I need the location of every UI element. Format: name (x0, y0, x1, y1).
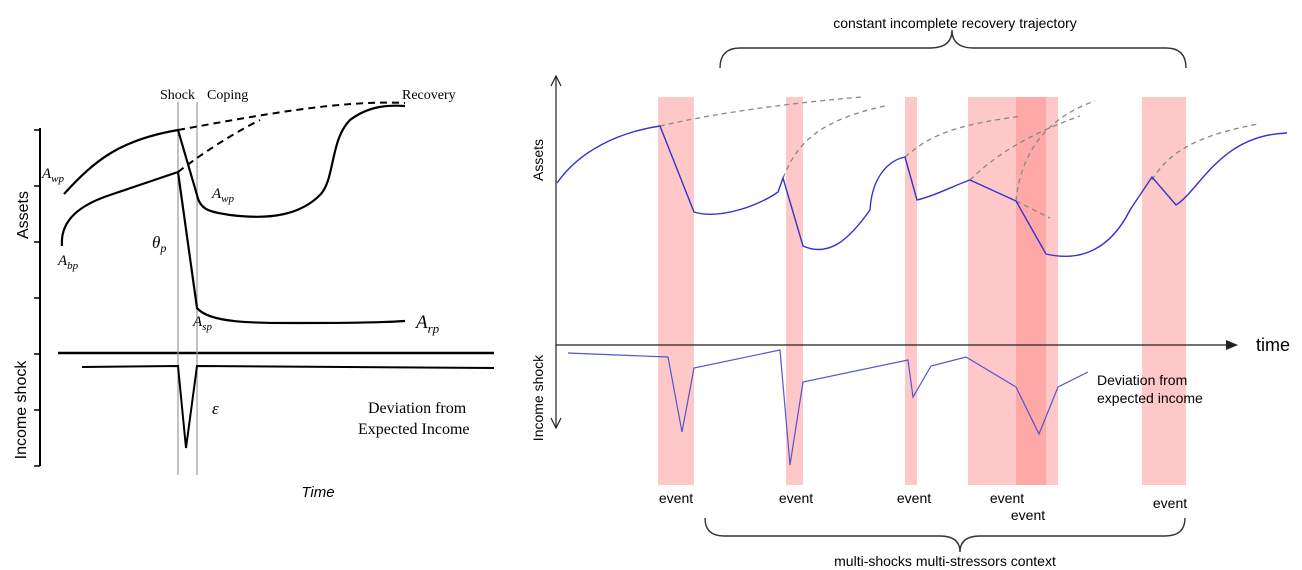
event-label-4: event (990, 490, 1024, 506)
right-income-curve (567, 349, 1089, 466)
bottom-brace-label: multi-shocks multi-stressors context (834, 553, 1056, 569)
upper-asset-curve (63, 128, 179, 195)
event-label-3: event (897, 490, 931, 506)
top-brace (719, 29, 1187, 69)
shock-label: Shock (160, 88, 195, 103)
lower-collapse-curve (176, 171, 406, 325)
left-income-note-2: Expected Income (358, 421, 470, 438)
event-label-2: event (779, 490, 813, 506)
right-time-label: time (1256, 335, 1290, 355)
coping-label: Coping (207, 88, 248, 103)
right-dashed-trends (659, 96, 1259, 219)
awp-left-label: Awp (41, 166, 65, 185)
left-y-ticks (34, 129, 40, 467)
right-y-arrow-up (550, 74, 562, 87)
event-band-overlap (1016, 97, 1046, 485)
event-band-5 (1142, 97, 1186, 485)
upper-dashed-trend (177, 101, 406, 131)
right-x-arrow (1226, 340, 1238, 350)
left-time-label: Time (301, 484, 334, 501)
asp-label: Asp (192, 314, 212, 333)
event-label-5: event (1011, 507, 1045, 523)
epsilon-label: ε (212, 399, 219, 418)
awp-mid-label: Awp (211, 186, 235, 205)
right-y-arrow-down (550, 417, 562, 430)
arp-label: Arp (414, 312, 440, 336)
top-brace-label: constant incomplete recovery trajectory (833, 15, 1077, 31)
right-income-note-2: expected income (1097, 390, 1203, 406)
left-income-note-1: Deviation from (368, 400, 467, 417)
left-income-curve (81, 364, 495, 449)
recovery-label: Recovery (402, 88, 456, 103)
event-band-1 (658, 97, 694, 485)
event-band-2 (786, 97, 803, 485)
right-asset-trajectory (556, 125, 1288, 258)
left-income-label: Income shock (13, 360, 30, 460)
left-assets-label: Assets (15, 191, 32, 239)
upper-recovery-curve (176, 104, 406, 218)
lower-asset-curve (60, 170, 179, 247)
bottom-brace (704, 517, 1186, 553)
event-label-1: event (659, 490, 693, 506)
event-band-3 (905, 97, 917, 485)
right-assets-label: Assets (530, 139, 546, 181)
left-panel: Assets Income shock Time Shock Coping Re… (13, 88, 495, 501)
right-panel: constant incomplete recovery trajectory … (530, 15, 1290, 569)
right-income-note-1: Deviation from (1097, 372, 1187, 388)
right-income-label: Income shock (530, 354, 546, 441)
event-label-6: event (1153, 495, 1187, 511)
lower-dashed-trend (177, 119, 261, 173)
abp-label: Abp (57, 253, 79, 272)
theta-label: θp (152, 233, 166, 255)
